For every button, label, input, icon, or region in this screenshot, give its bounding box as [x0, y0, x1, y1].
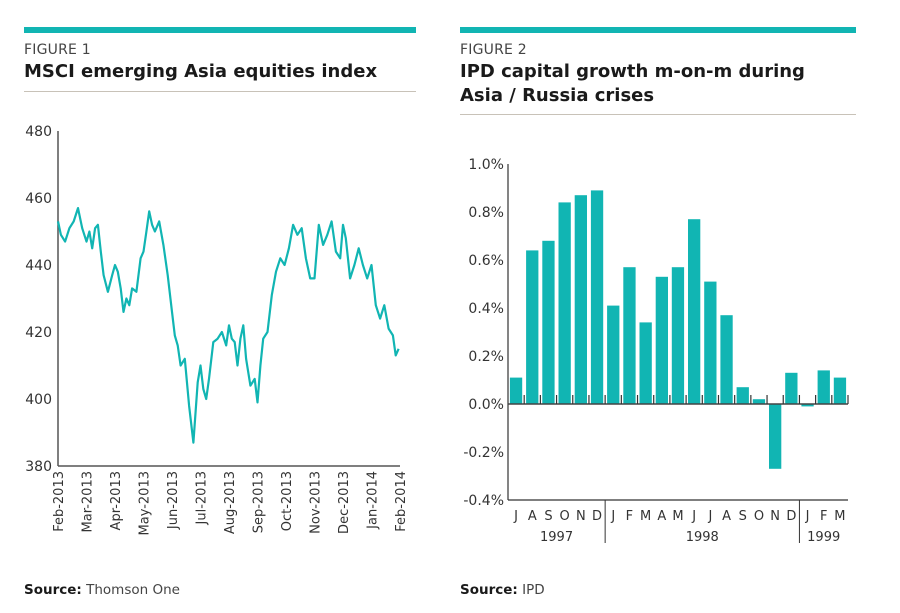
- y-tick-label: 0.4%: [468, 301, 504, 317]
- figure-2-source: Source: IPD: [460, 582, 545, 598]
- figure-2-title-line-1: IPD capital growth m-on-m during: [460, 61, 805, 82]
- x-category-label: N: [770, 509, 780, 524]
- y-tick-label: 1.0%: [468, 157, 504, 173]
- figure-2-accent-bar: [460, 27, 856, 33]
- bar-1: [526, 250, 539, 404]
- x-category-label: F: [820, 509, 827, 524]
- year-group-label: 1999: [807, 530, 840, 545]
- x-category-label: O: [560, 509, 570, 524]
- x-tick-label: Feb-2013: [52, 471, 67, 532]
- x-category-label: D: [592, 509, 602, 524]
- x-category-label: O: [754, 509, 764, 524]
- figure-1-source-label: Source:: [24, 582, 82, 598]
- figure-1-panel: FIGURE 1 MSCI emerging Asia equities ind…: [24, 0, 416, 613]
- x-category-label: M: [834, 509, 845, 524]
- x-category-label: F: [626, 509, 633, 524]
- y-tick-label: 0.8%: [468, 205, 504, 221]
- figure-1-accent-bar: [24, 27, 416, 33]
- figure-1-title-rule: [24, 91, 416, 92]
- x-category-label: J: [805, 509, 810, 524]
- x-tick-label: Jul-2013: [195, 471, 210, 525]
- bar-17: [785, 372, 798, 404]
- y-tick-label: 400: [25, 392, 52, 408]
- x-tick-label: Mar-2013: [81, 471, 96, 532]
- figure-2-panel: FIGURE 2 IPD capital growth m-on-m durin…: [460, 0, 856, 613]
- x-category-label: J: [513, 509, 518, 524]
- bar-8: [639, 322, 652, 404]
- bar-10: [671, 267, 685, 404]
- bar-4: [574, 195, 587, 404]
- bar-2: [542, 240, 555, 404]
- bar-15: [752, 399, 766, 404]
- x-category-label: A: [657, 509, 666, 524]
- msci-index-line: [56, 207, 400, 444]
- bar-3: [558, 202, 571, 404]
- x-tick-label: Nov-2013: [309, 471, 324, 534]
- x-category-label: S: [739, 509, 747, 524]
- y-tick-label: 0.2%: [468, 349, 504, 365]
- y-tick-label: 0.0%: [468, 397, 504, 413]
- y-tick-label: 420: [25, 325, 52, 341]
- figure-2-title: IPD capital growth m-on-m during Asia / …: [460, 60, 805, 108]
- figure-1-title: MSCI emerging Asia equities index: [24, 61, 378, 82]
- x-tick-label: Jan-2014: [366, 471, 381, 530]
- bar-13: [720, 315, 733, 404]
- bar-14: [736, 387, 749, 404]
- bar-0: [509, 377, 523, 404]
- bar-5: [590, 190, 604, 404]
- x-tick-label: Oct-2013: [280, 471, 295, 531]
- x-tick-label: Dec-2013: [337, 471, 352, 534]
- figure-1-source-text: Thomson One: [86, 582, 180, 598]
- bar-7: [623, 267, 636, 404]
- y-tick-label: 380: [25, 459, 52, 475]
- bar-9: [655, 276, 668, 404]
- bar-16: [769, 404, 782, 469]
- y-tick-label: 480: [25, 124, 52, 140]
- year-group-label: 1998: [686, 530, 719, 545]
- y-tick-label: -0.4%: [463, 493, 504, 509]
- x-tick-label: Jun-2013: [166, 471, 181, 530]
- x-category-label: S: [544, 509, 552, 524]
- x-category-label: A: [722, 509, 731, 524]
- x-tick-label: Apr-2013: [109, 471, 124, 530]
- y-tick-label: 460: [25, 191, 52, 207]
- x-tick-label: May-2013: [138, 471, 153, 535]
- y-tick-label: -0.2%: [463, 445, 504, 461]
- x-category-label: J: [707, 509, 712, 524]
- figure-2-title-line-2: Asia / Russia crises: [460, 85, 655, 106]
- figure-2-title-rule: [460, 114, 856, 115]
- bar-6: [607, 305, 620, 404]
- bar-19: [817, 370, 830, 404]
- figure-2-source-text: IPD: [522, 582, 545, 598]
- x-tick-label: Feb-2014: [394, 471, 409, 532]
- y-tick-label: 440: [25, 258, 52, 274]
- figure-2-source-label: Source:: [460, 582, 518, 598]
- figure-1-label: FIGURE 1: [24, 42, 91, 58]
- bar-20: [833, 377, 847, 404]
- bar-11: [688, 219, 701, 404]
- x-category-label: M: [640, 509, 651, 524]
- x-tick-label: Sep-2013: [252, 471, 267, 533]
- x-category-label: M: [672, 509, 683, 524]
- bar-12: [704, 281, 717, 404]
- x-category-label: J: [691, 509, 696, 524]
- x-category-label: A: [528, 509, 537, 524]
- y-tick-label: 0.6%: [468, 253, 504, 269]
- x-category-label: J: [610, 509, 615, 524]
- bar-18: [801, 404, 814, 407]
- x-category-label: D: [786, 509, 796, 524]
- x-tick-label: Aug-2013: [223, 471, 238, 534]
- figure-2-label: FIGURE 2: [460, 42, 527, 58]
- figure-1-source: Source: Thomson One: [24, 582, 180, 598]
- x-category-label: N: [576, 509, 586, 524]
- year-group-label: 1997: [540, 530, 573, 545]
